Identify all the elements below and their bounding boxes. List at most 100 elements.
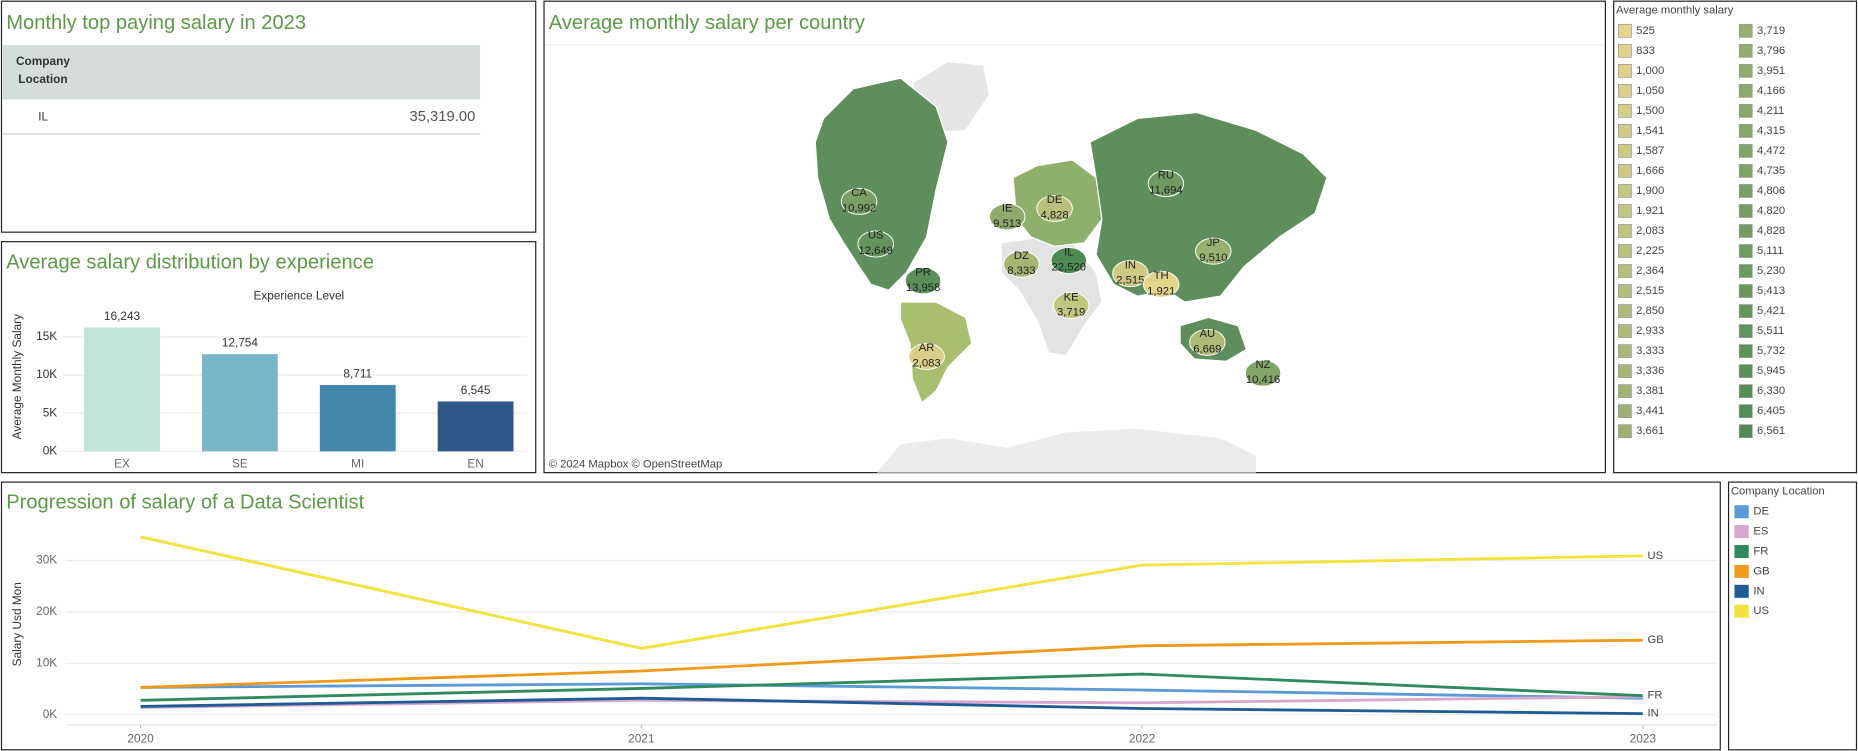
country-value: 8,333: [1007, 265, 1035, 277]
map-base: [814, 60, 1328, 473]
country-value: 9,510: [1199, 252, 1227, 264]
legend-swatch: [1738, 404, 1753, 419]
country: [1003, 250, 1040, 278]
series-end-label: FR: [1648, 690, 1663, 702]
legend-label: IN: [1753, 585, 1764, 597]
legend-swatch: [1734, 584, 1749, 598]
country: [1112, 260, 1149, 288]
country-label: AR: [919, 342, 935, 354]
column-header: Company Location: [15, 55, 70, 87]
table-panel: [0, 0, 537, 233]
country-label: IL: [1064, 246, 1073, 258]
line-legend-panel: [1727, 481, 1858, 751]
x-tick-label: 2020: [127, 731, 154, 745]
legend-swatch: [1618, 384, 1632, 399]
country: [840, 187, 878, 215]
table-title: Monthly top paying salary in 2023: [6, 12, 306, 34]
x-tick-label: MI: [351, 456, 364, 470]
legend-label: 6,405: [1757, 405, 1785, 417]
legend-swatch: [1738, 324, 1753, 338]
legend-swatch: [1618, 104, 1632, 118]
map-title: Average monthly salary per country: [549, 12, 866, 34]
legend-label: 3,333: [1636, 345, 1664, 357]
country-value: 3,719: [1057, 307, 1085, 319]
legend-label: US: [1753, 605, 1769, 617]
legend-swatch: [1738, 104, 1753, 118]
country-label: TH: [1154, 270, 1169, 282]
legend-label: 525: [1636, 25, 1655, 37]
legend-swatch: [1618, 144, 1632, 158]
legend-label: 6,561: [1757, 425, 1785, 437]
legend-label: 4,806: [1757, 185, 1785, 197]
y-tick-label: 30K: [36, 553, 57, 567]
country-value: 13,958: [906, 282, 940, 294]
bar: [437, 401, 514, 452]
table-header-cell: Company Location: [15, 55, 70, 87]
legend-swatch: [1618, 43, 1632, 58]
legend-swatch: [1738, 304, 1753, 318]
country: [1142, 270, 1180, 298]
series-line: [140, 682, 1643, 700]
legend-label: 5,111: [1757, 245, 1783, 257]
table-cell: 35,319.00: [409, 109, 475, 125]
legend-label: 2,933: [1636, 325, 1664, 337]
landmass: [814, 77, 949, 291]
landmass: [1089, 111, 1328, 303]
legend-label: 3,661: [1636, 425, 1664, 437]
x-tick-label: 2021: [628, 731, 654, 745]
legend-label: 1,587: [1636, 145, 1664, 157]
line-title: Progression of salary of a Data Scientis…: [6, 492, 364, 514]
legend-swatch: [1738, 384, 1753, 399]
line-panel: [0, 481, 1721, 751]
legend-swatch: [1738, 43, 1753, 58]
legend-title: Average monthly salary: [1616, 5, 1734, 17]
legend-label: 4,828: [1757, 225, 1785, 237]
legend-label: 2,225: [1636, 245, 1664, 257]
country-label: IN: [1125, 259, 1136, 271]
legend-swatch: [1734, 564, 1749, 578]
country-value: 6,669: [1193, 343, 1221, 355]
legend-swatch: [1618, 83, 1632, 98]
bar: [84, 327, 160, 452]
country-value: 10,992: [842, 202, 876, 214]
legend-swatch: [1618, 324, 1632, 338]
legend-swatch: [1734, 604, 1749, 618]
legend-label: 3,441: [1636, 405, 1664, 417]
country-value: 22,520: [1052, 262, 1086, 274]
country-label: KE: [1064, 291, 1080, 303]
legend-swatch: [1738, 244, 1753, 258]
legend-swatch: [1618, 404, 1632, 419]
series-end-label: IN: [1648, 708, 1659, 720]
y-axis-label: Salary Usd Mon: [10, 582, 24, 666]
legend-swatch: [1738, 124, 1753, 138]
legend-label: DE: [1753, 506, 1769, 518]
legend-label: 1,541: [1636, 125, 1664, 137]
legend-label: ES: [1753, 526, 1768, 538]
legend-label: 1,666: [1636, 165, 1664, 177]
legend-swatch: [1618, 304, 1632, 318]
y-tick-label: 15K: [36, 329, 57, 343]
country: [1195, 237, 1232, 265]
country-label: DZ: [1014, 250, 1029, 262]
legend-swatch: [1618, 364, 1632, 378]
country-label: PR: [915, 266, 931, 278]
series-line: [140, 638, 1643, 689]
legend-label: 1,500: [1636, 105, 1664, 117]
x-tick-label: EN: [467, 456, 483, 470]
legend-label: 4,472: [1757, 145, 1785, 157]
legend-swatch: [1738, 184, 1753, 198]
country-label: NZ: [1256, 359, 1271, 371]
y-tick-label: 0K: [43, 707, 58, 721]
legend-swatch: [1738, 144, 1753, 158]
y-tick-label: 20K: [36, 604, 57, 618]
legend-label: FR: [1753, 545, 1768, 557]
legend-swatch: [1618, 344, 1632, 358]
series-line: [140, 695, 1643, 709]
legend-swatch: [1738, 224, 1753, 238]
legend-label: 4,820: [1757, 205, 1785, 217]
legend-swatch: [1738, 344, 1753, 358]
legend-label: 5,421: [1757, 305, 1785, 317]
legend-swatch: [1618, 124, 1632, 138]
y-tick-label: 0K: [43, 443, 58, 457]
country: [908, 343, 945, 371]
